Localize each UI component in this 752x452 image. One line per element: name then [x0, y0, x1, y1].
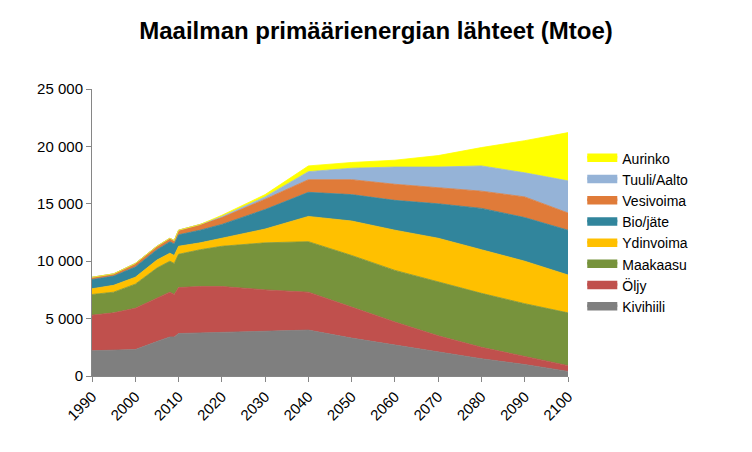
svg-text:2050: 2050 — [323, 388, 359, 424]
svg-text:20 000: 20 000 — [37, 138, 83, 155]
svg-text:Maakaasu: Maakaasu — [622, 257, 687, 273]
svg-text:Kivihiili: Kivihiili — [622, 299, 665, 315]
svg-text:2010: 2010 — [150, 388, 186, 424]
svg-text:2080: 2080 — [453, 388, 489, 424]
svg-text:2030: 2030 — [237, 388, 273, 424]
svg-text:2090: 2090 — [497, 388, 533, 424]
svg-text:1990: 1990 — [64, 388, 100, 424]
svg-text:Öljy: Öljy — [622, 277, 646, 294]
svg-text:Maailman primäärienergian läht: Maailman primäärienergian lähteet (Mtoe) — [139, 17, 612, 44]
svg-text:2040: 2040 — [280, 388, 316, 424]
svg-text:2060: 2060 — [367, 388, 403, 424]
svg-text:Tuuli/Aalto: Tuuli/Aalto — [622, 172, 688, 188]
svg-text:2000: 2000 — [107, 388, 143, 424]
svg-text:2070: 2070 — [410, 388, 446, 424]
svg-text:25 000: 25 000 — [37, 80, 83, 97]
svg-text:Aurinko: Aurinko — [622, 151, 670, 167]
svg-text:5 000: 5 000 — [45, 310, 83, 327]
svg-text:10 000: 10 000 — [37, 252, 83, 269]
svg-text:2100: 2100 — [540, 388, 576, 424]
svg-text:Bio/jäte: Bio/jäte — [622, 214, 669, 230]
svg-text:2020: 2020 — [194, 388, 230, 424]
svg-text:Ydinvoima: Ydinvoima — [622, 235, 688, 251]
svg-text:Vesivoima: Vesivoima — [622, 193, 686, 209]
svg-text:0: 0 — [75, 367, 83, 384]
svg-text:15 000: 15 000 — [37, 195, 83, 212]
